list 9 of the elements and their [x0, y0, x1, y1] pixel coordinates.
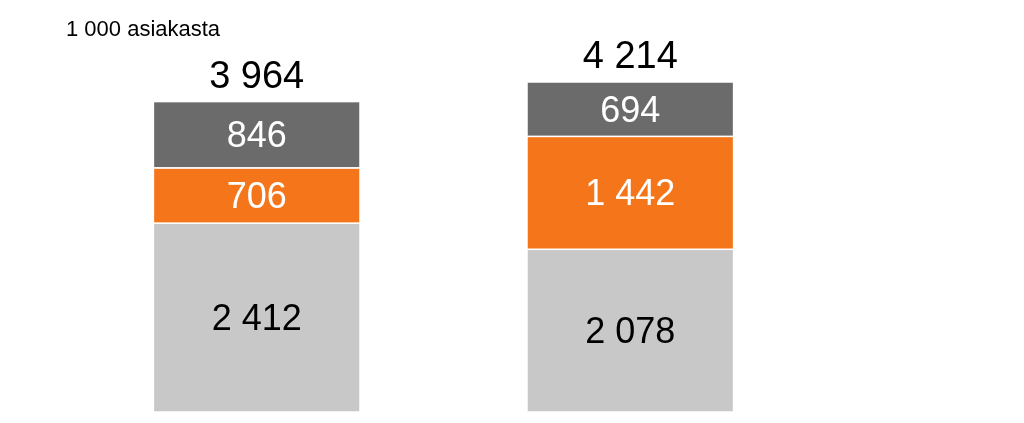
- data-label: 846: [226, 114, 287, 156]
- data-label: 2 078: [585, 310, 676, 352]
- total-label: 4 214: [582, 34, 678, 76]
- data-label: 2 412: [211, 297, 302, 339]
- total-label: 3 964: [209, 53, 305, 96]
- data-label: 706: [226, 174, 287, 216]
- data-label: 694: [600, 88, 661, 130]
- data-label: 1 442: [585, 172, 676, 214]
- text: 1 000 asiakasta: [66, 16, 221, 41]
